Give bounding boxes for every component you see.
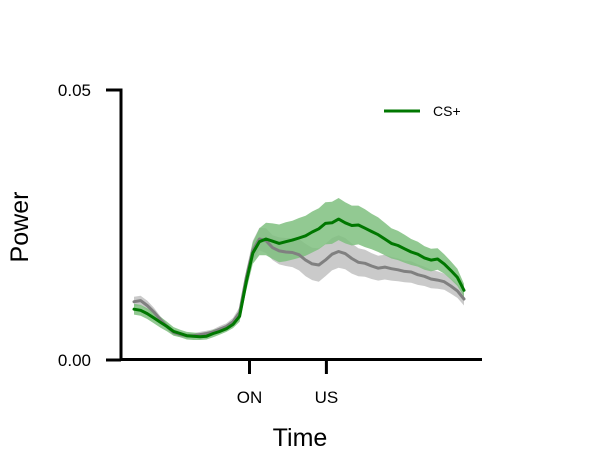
legend: CS+ [384,103,461,119]
y-axis-label: Power [6,192,34,263]
x-axis-ticks: ON US [237,361,338,407]
x-tick-label: ON [237,388,263,407]
series-lines [132,217,466,339]
series-2-band [134,227,464,339]
cs--line [132,217,466,339]
confidence-bands [134,198,464,340]
legend-label: CS+ [433,103,461,119]
x-tick-label: US [315,388,339,407]
y-axis-ticks: 0.00 0.05 [58,81,121,370]
y-tick-label: 0.05 [58,81,91,100]
cs--band [134,198,464,340]
y-tick-label: 0.00 [58,351,91,370]
x-axis-label: Time [273,424,328,450]
